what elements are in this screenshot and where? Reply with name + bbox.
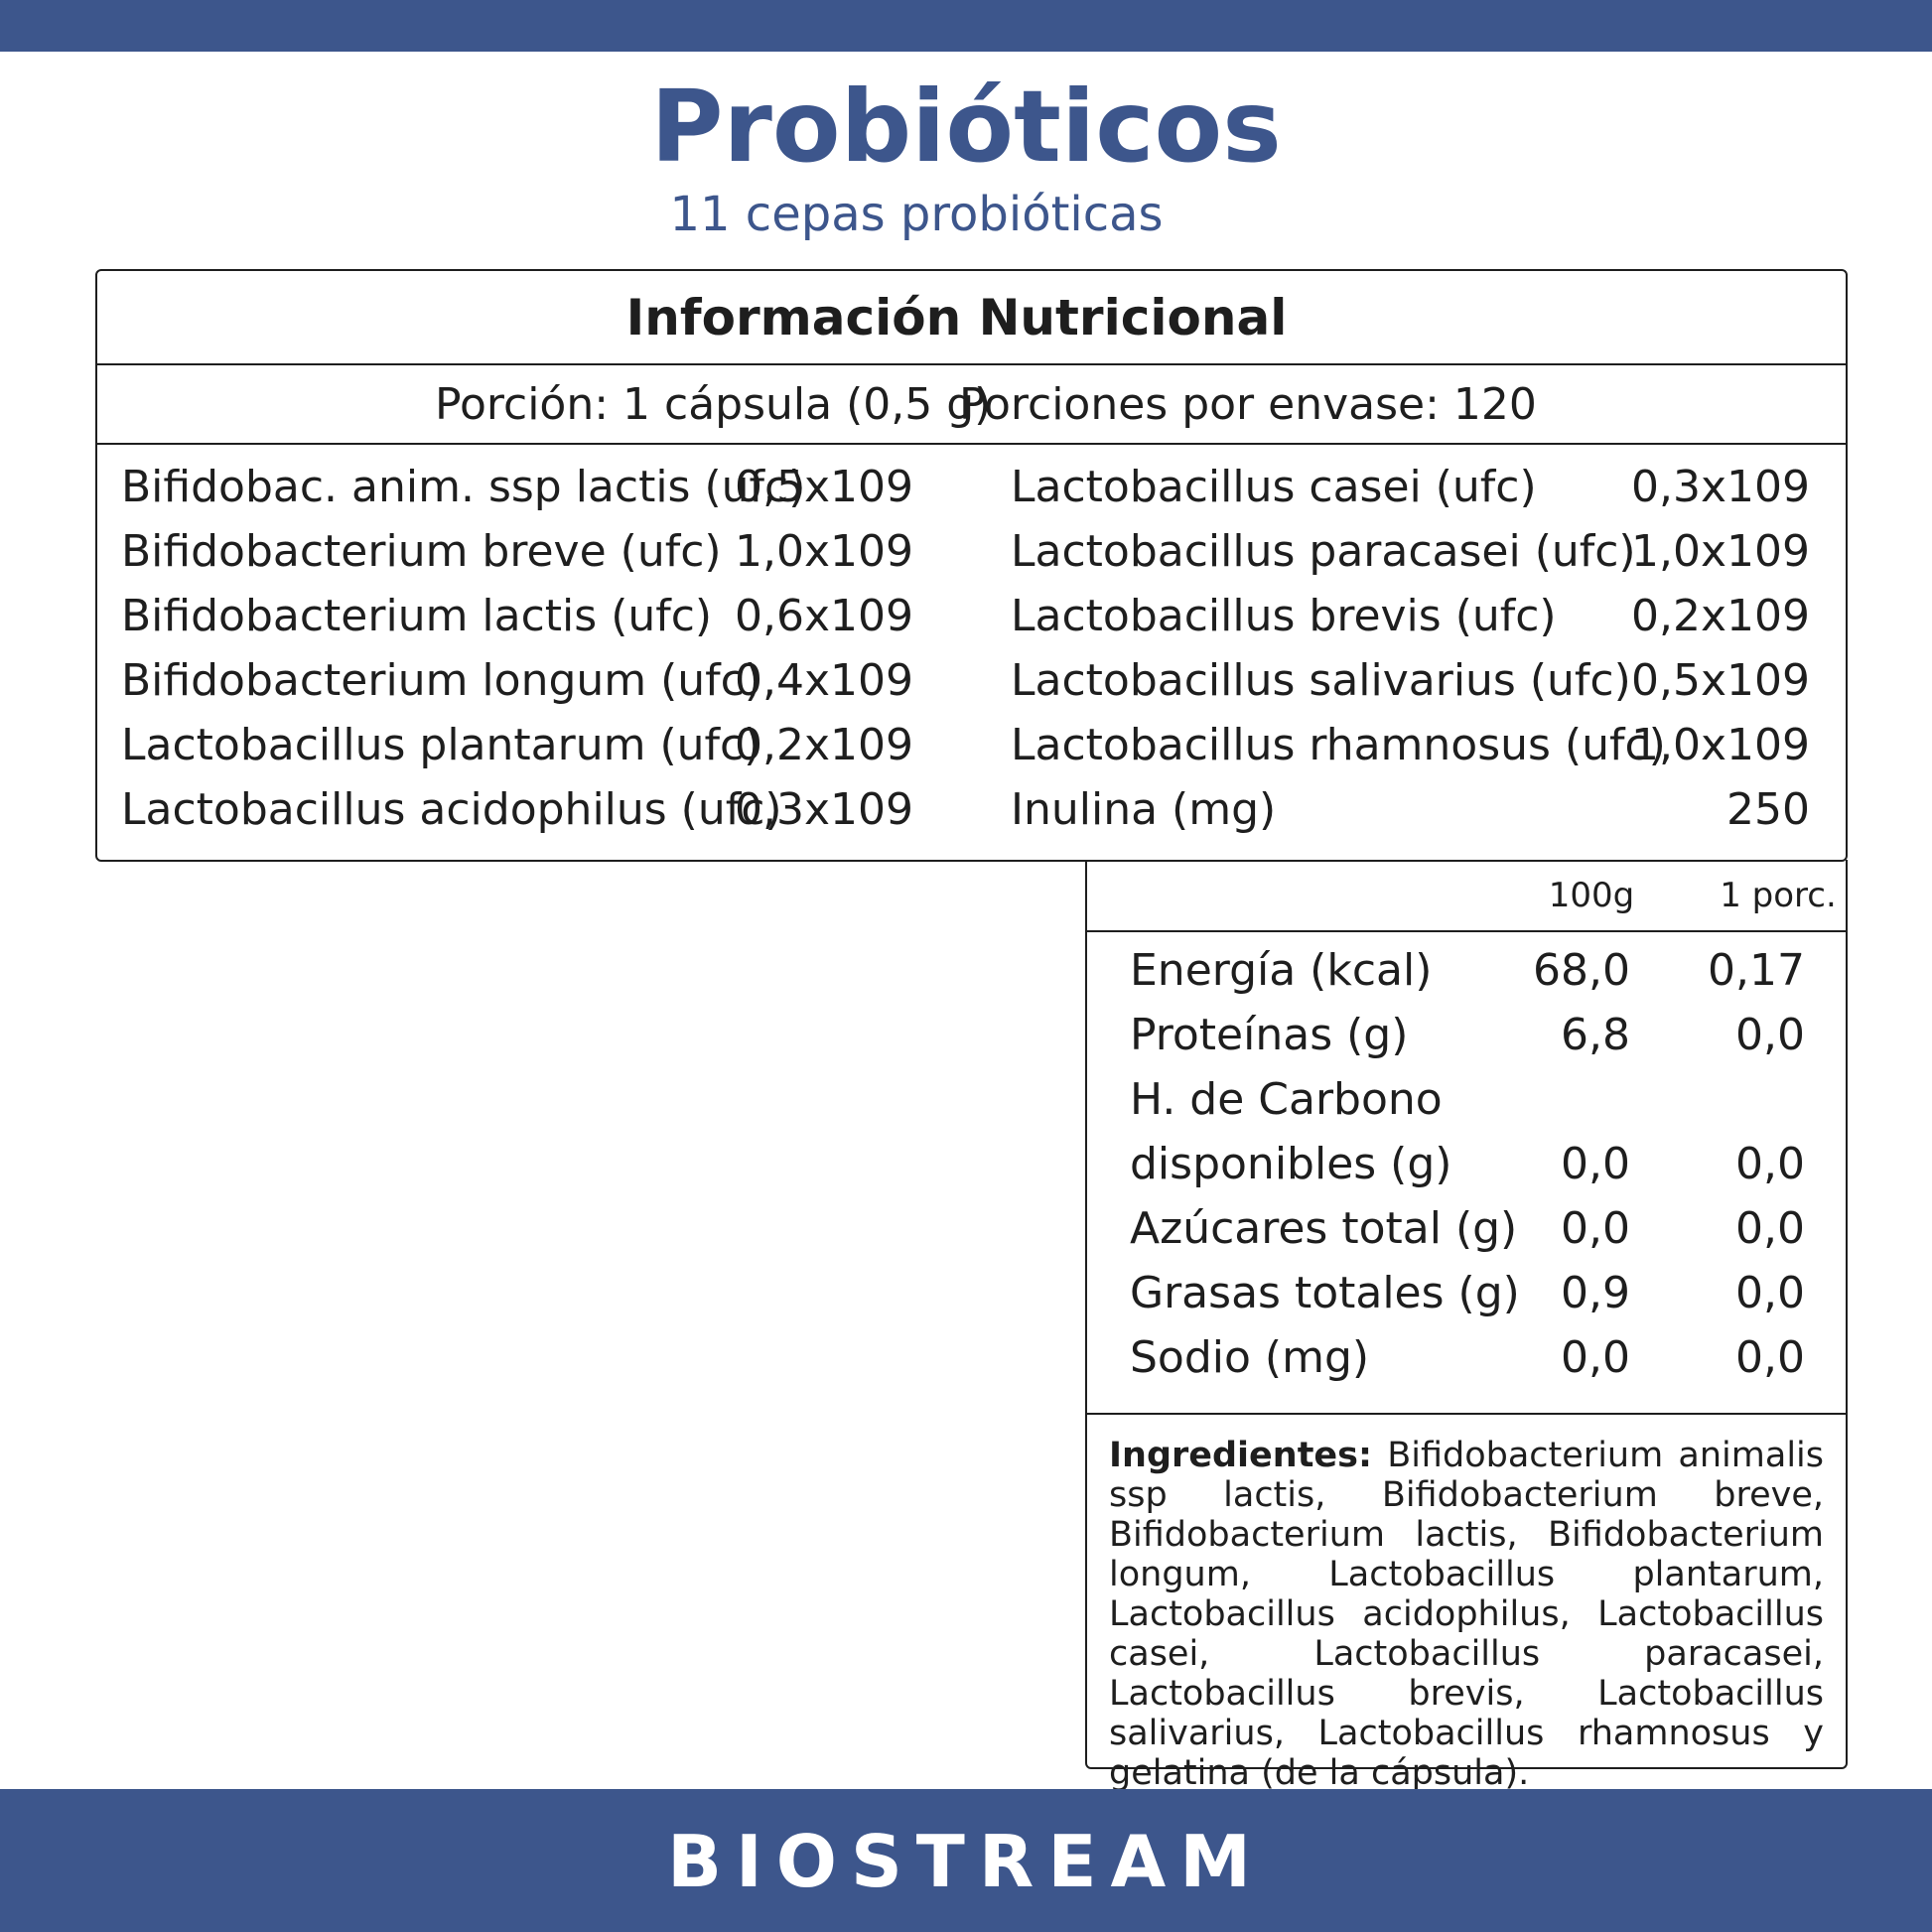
nutrient-label: Energía (kcal) bbox=[1130, 945, 1433, 996]
panel-title: Información Nutricional bbox=[625, 289, 1288, 346]
nutrient-value: 0,0 bbox=[1735, 1203, 1805, 1254]
title: Probióticos bbox=[650, 69, 1282, 185]
strain-value: 0,4x109 bbox=[735, 655, 913, 706]
strain-value: 1,0x109 bbox=[735, 526, 913, 577]
subtitle: 11 cepas probióticas bbox=[669, 187, 1164, 242]
strain-value: 1,0x109 bbox=[1631, 526, 1810, 577]
strain-label: Lactobacillus paracasei (ufc) bbox=[1011, 526, 1636, 577]
nutrient-value: 0,0 bbox=[1735, 1139, 1805, 1189]
ingredients: Ingredientes: Bifidobacterium animalis s… bbox=[1109, 1436, 1824, 1793]
strain-value: 0,2x109 bbox=[735, 720, 913, 770]
servings-per-container: Porciones por envase: 120 bbox=[959, 379, 1537, 430]
nutrient-value: 0,0 bbox=[1561, 1139, 1630, 1189]
ingredients-label: Ingredientes: bbox=[1109, 1436, 1372, 1475]
strain-value: 0,2x109 bbox=[1631, 591, 1810, 641]
nutrient-value: 0,0 bbox=[1561, 1203, 1630, 1254]
nutrient-label: Sodio (mg) bbox=[1130, 1332, 1370, 1383]
divider bbox=[1085, 930, 1848, 932]
strain-label: Inulina (mg) bbox=[1011, 784, 1277, 835]
brand: BIOSTREAM bbox=[667, 1820, 1265, 1903]
strain-label: Lactobacillus acidophilus (ufc) bbox=[121, 784, 782, 835]
nutrient-value: 0,0 bbox=[1735, 1010, 1805, 1060]
nutrition-box bbox=[1085, 860, 1848, 1769]
strain-label: Lactobacillus salivarius (ufc) bbox=[1011, 655, 1631, 706]
strain-label: Bifidobacterium longum (ufc) bbox=[121, 655, 762, 706]
nutrient-value: 0,0 bbox=[1561, 1332, 1630, 1383]
strain-value: 250 bbox=[1726, 784, 1810, 835]
strain-value: 0,5x109 bbox=[1631, 655, 1810, 706]
strain-label: Bifidobac. anim. ssp lactis (ufc) bbox=[121, 462, 806, 512]
nutrient-value: 0,17 bbox=[1708, 945, 1805, 996]
strain-value: 0,3x109 bbox=[1631, 462, 1810, 512]
strain-value: 0,5x109 bbox=[735, 462, 913, 512]
strain-box bbox=[95, 269, 1848, 862]
strain-label: Lactobacillus casei (ufc) bbox=[1011, 462, 1537, 512]
strain-label: Bifidobacterium breve (ufc) bbox=[121, 526, 722, 577]
strain-label: Lactobacillus brevis (ufc) bbox=[1011, 591, 1557, 641]
strain-value: 0,3x109 bbox=[735, 784, 913, 835]
strain-value: 0,6x109 bbox=[735, 591, 913, 641]
strain-label: Lactobacillus rhamnosus (ufc) bbox=[1011, 720, 1666, 770]
nutrient-value: 0,0 bbox=[1735, 1332, 1805, 1383]
ingredients-text: Bifidobacterium animalis ssp lactis, Bif… bbox=[1109, 1436, 1824, 1793]
nutrient-value: 6,8 bbox=[1561, 1010, 1630, 1060]
column-header: 1 porc. bbox=[1720, 876, 1837, 915]
top-bar bbox=[0, 0, 1932, 52]
column-header: 100g bbox=[1548, 876, 1635, 915]
footer-bar bbox=[0, 1789, 1932, 1932]
strain-value: 1,0x109 bbox=[1631, 720, 1810, 770]
divider bbox=[1085, 1413, 1848, 1415]
nutrient-label: Proteínas (g) bbox=[1130, 1010, 1409, 1060]
strain-label: Lactobacillus plantarum (ufc) bbox=[121, 720, 761, 770]
nutrient-label: H. de Carbono disponibles (g) bbox=[1130, 1074, 1452, 1189]
strain-label: Bifidobacterium lactis (ufc) bbox=[121, 591, 713, 641]
nutrient-value: 68,0 bbox=[1533, 945, 1630, 996]
nutrient-label: Azúcares total (g) bbox=[1130, 1203, 1518, 1254]
divider bbox=[95, 443, 1848, 445]
nutrient-label: Grasas totales (g) bbox=[1130, 1268, 1520, 1318]
serving: Porción: 1 cápsula (0,5 g) bbox=[435, 379, 992, 430]
nutrient-value: 0,0 bbox=[1735, 1268, 1805, 1318]
nutrient-value: 0,9 bbox=[1561, 1268, 1630, 1318]
divider bbox=[95, 363, 1848, 365]
